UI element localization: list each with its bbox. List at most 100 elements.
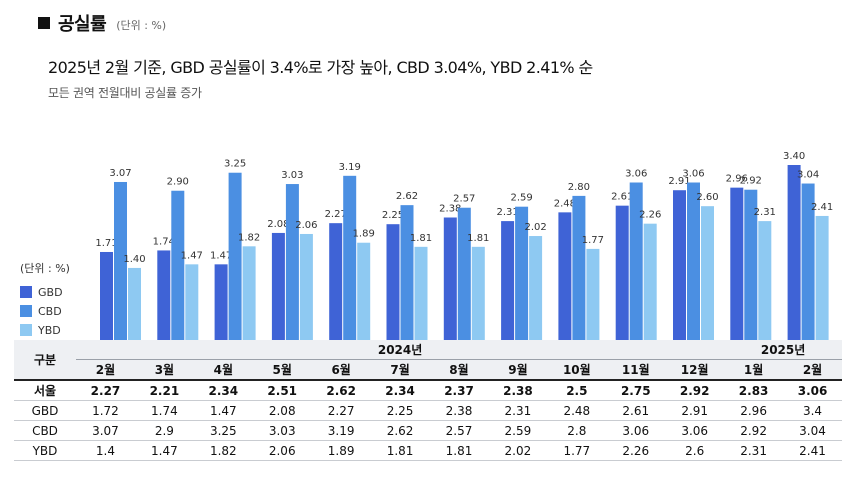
month-header: 3월 bbox=[134, 359, 194, 381]
table-cell: 2.5 bbox=[547, 380, 607, 401]
table-cell: 2.34 bbox=[370, 380, 430, 401]
data-label-cbd: 3.06 bbox=[625, 169, 647, 180]
data-label-gbd: 2.91 bbox=[668, 176, 690, 187]
bar-ybd bbox=[185, 264, 199, 340]
table-cell: 2.27 bbox=[311, 400, 371, 421]
table-cell: 2.6 bbox=[665, 440, 725, 461]
table-cell: 2.62 bbox=[311, 380, 371, 401]
data-label-ybd: 2.31 bbox=[754, 207, 776, 218]
legend-item-gbd: GBD bbox=[20, 284, 70, 300]
chart-header: 공실률 (단위 : %) bbox=[38, 10, 166, 36]
bar-group: 2.48 2.80 1.77 bbox=[554, 182, 604, 340]
chart-note: 모든 권역 전월대비 공실률 증가 bbox=[48, 86, 202, 100]
legend-label-ybd: YBD bbox=[38, 323, 61, 337]
bar-group: 2.962.92 2.31 bbox=[726, 174, 776, 340]
month-header: 7월 bbox=[370, 359, 430, 381]
bar-group: 2.25 2.62 1.81 bbox=[382, 191, 432, 340]
table-cell: 2.38 bbox=[488, 380, 548, 401]
bar-chart: 1.71 3.07 1.40 1.74 2.90 1.47 1.47 3.25 1.82 2.08… bbox=[95, 151, 833, 340]
table-cell: 2.27 bbox=[76, 380, 135, 401]
table-gubun-header: 구분 bbox=[14, 340, 76, 381]
bar-group: 1.47 3.25 1.82 bbox=[210, 159, 260, 340]
month-header: 2월 bbox=[76, 359, 135, 381]
row-label: GBD bbox=[14, 400, 76, 421]
table-cell: 3.04 bbox=[783, 420, 842, 441]
bar-cbd bbox=[343, 175, 357, 340]
table-year-row: 구분 2024년 2025년 bbox=[14, 340, 842, 381]
bar-cbd bbox=[228, 172, 242, 340]
data-label-gbd: 3.40 bbox=[783, 151, 805, 162]
data-label-ybd: 1.82 bbox=[238, 232, 260, 243]
table-cell: 1.72 bbox=[76, 400, 135, 421]
bar-cbd bbox=[744, 189, 758, 340]
data-label-cbd: 3.03 bbox=[281, 170, 303, 181]
data-label-cbd: 3.25 bbox=[224, 159, 246, 170]
data-label-gbd: 2.08 bbox=[267, 219, 289, 230]
table-cell: 3.06 bbox=[783, 380, 842, 401]
table-cell: 2.31 bbox=[488, 400, 548, 421]
legend-swatch-cbd bbox=[20, 305, 32, 317]
bar-cbd bbox=[629, 182, 643, 340]
bar-group: 2.08 3.03 2.06 bbox=[267, 170, 318, 340]
legend-item-ybd: YBD bbox=[20, 322, 70, 338]
chart-subtitle: 2025년 2월 기준, GBD 공실률이 3.4%로 가장 높아, CBD 3… bbox=[48, 58, 593, 77]
bar-cbd bbox=[114, 181, 127, 340]
data-label-cbd: 3.19 bbox=[339, 162, 361, 173]
table-cell: 1.74 bbox=[134, 400, 194, 421]
bar-group: 1.71 3.07 1.40 bbox=[95, 168, 146, 340]
year-2024-header: 2024년 bbox=[76, 340, 725, 360]
month-header: 4월 bbox=[193, 359, 253, 381]
bar-cbd bbox=[457, 207, 471, 340]
legend-unit: (단위 : %) bbox=[20, 262, 70, 275]
data-label-cbd: 2.80 bbox=[568, 182, 590, 193]
data-label-cbd: 3.07 bbox=[109, 168, 131, 179]
bar-ybd bbox=[815, 215, 829, 340]
data-label-ybd: 1.81 bbox=[410, 233, 432, 244]
bar-gbd bbox=[501, 221, 515, 340]
bar-ybd bbox=[471, 246, 485, 340]
data-label-ybd: 2.60 bbox=[696, 192, 718, 203]
table-cell: 3.06 bbox=[606, 420, 666, 441]
legend-swatch-gbd bbox=[20, 286, 32, 298]
month-header: 8월 bbox=[429, 359, 489, 381]
bar-ybd bbox=[357, 242, 371, 340]
table-cell: 2.92 bbox=[665, 380, 725, 401]
table-cell: 2.06 bbox=[252, 440, 312, 461]
bar-cbd bbox=[687, 182, 700, 340]
table-cell: 1.89 bbox=[311, 440, 371, 461]
bar-ybd bbox=[701, 206, 714, 340]
table-cell: 1.81 bbox=[429, 440, 489, 461]
table-cell: 1.47 bbox=[134, 440, 194, 461]
data-label-gbd: 1.47 bbox=[210, 250, 232, 261]
data-label-gbd: 2.31 bbox=[496, 207, 518, 218]
data-label-ybd: 1.89 bbox=[353, 229, 375, 240]
data-label-cbd: 3.04 bbox=[797, 170, 819, 181]
table-cell: 2.37 bbox=[429, 380, 489, 401]
bar-group: 1.74 2.90 1.47 bbox=[153, 177, 203, 340]
table-cell: 2.51 bbox=[252, 380, 312, 401]
data-label-ybd: 2.41 bbox=[811, 202, 833, 213]
page-title: 공실률 bbox=[58, 14, 107, 35]
table-cell: 2.25 bbox=[370, 400, 430, 421]
data-label-gbd: 2.61 bbox=[611, 192, 633, 203]
month-header: 10월 bbox=[547, 359, 607, 381]
bar-group: 2.913.06 2.60 bbox=[668, 169, 719, 340]
data-label-gbd: 1.71 bbox=[95, 238, 117, 249]
table-cell: 2.38 bbox=[429, 400, 489, 421]
bar-cbd bbox=[572, 195, 586, 340]
month-header: 11월 bbox=[606, 359, 666, 381]
table-cell: 3.07 bbox=[76, 420, 135, 441]
bar-ybd bbox=[643, 223, 657, 340]
bar-gbd bbox=[214, 264, 228, 340]
table-cell: 2.41 bbox=[783, 440, 842, 461]
month-header: 5월 bbox=[252, 359, 312, 381]
bar-ybd bbox=[299, 233, 313, 340]
bar-cbd bbox=[171, 190, 185, 340]
table-cell: 2.9 bbox=[134, 420, 194, 441]
table-cell: 3.06 bbox=[665, 420, 725, 441]
data-label-gbd: 2.96 bbox=[726, 174, 748, 185]
table-cell: 1.77 bbox=[547, 440, 607, 461]
data-label-cbd: 2.62 bbox=[396, 191, 418, 202]
bar-gbd bbox=[787, 165, 801, 340]
data-label-gbd: 2.27 bbox=[325, 209, 347, 220]
